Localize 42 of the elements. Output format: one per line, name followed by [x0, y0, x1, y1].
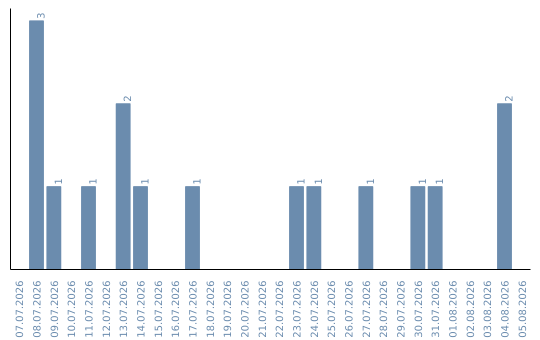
- x-tick-label: 21.07.2026: [258, 280, 269, 338]
- x-tick-label: 13.07.2026: [119, 280, 130, 338]
- data-label: 1: [366, 178, 377, 185]
- data-label: 1: [140, 178, 152, 185]
- data-label: 1: [418, 178, 429, 185]
- data-label: 2: [504, 95, 516, 102]
- x-tick-label: 29.07.2026: [396, 280, 408, 338]
- x-tick-label: 14.07.2026: [136, 280, 148, 338]
- data-label: 1: [88, 178, 100, 185]
- x-tick-label: 22.07.2026: [275, 280, 286, 338]
- x-tick-label: 07.07.2026: [15, 280, 26, 338]
- x-tick-label: 15.07.2026: [154, 280, 165, 338]
- x-tick-label: 02.08.2026: [466, 280, 477, 338]
- x-tick-label: 16.07.2026: [171, 280, 182, 338]
- x-tick-label: 09.07.2026: [50, 280, 61, 338]
- x-tick-label: 12.07.2026: [102, 280, 113, 338]
- x-tick-label: 08.07.2026: [32, 280, 44, 338]
- x-tick-label: 27.07.2026: [362, 280, 373, 338]
- x-tick-label: 03.08.2026: [483, 280, 494, 338]
- data-label: 1: [314, 178, 325, 185]
- x-tick-label: 04.08.2026: [500, 280, 512, 338]
- data-label: 2: [123, 95, 134, 102]
- x-tick-label: 19.07.2026: [223, 280, 234, 338]
- x-tick-label: 20.07.2026: [240, 280, 252, 338]
- x-tick-label: 30.07.2026: [414, 280, 425, 338]
- data-label: 3: [36, 12, 48, 19]
- x-tick-label: 11.07.2026: [84, 280, 96, 338]
- x-tick-label: 31.07.2026: [431, 280, 442, 338]
- data-label: 1: [296, 178, 308, 185]
- x-tick-label: 23.07.2026: [292, 280, 304, 338]
- x-tick-label: 01.08.2026: [448, 280, 460, 338]
- x-tick-label: 28.07.2026: [379, 280, 390, 338]
- data-label: 1: [54, 178, 65, 185]
- data-label: 1: [192, 178, 204, 185]
- data-label: 1: [435, 178, 446, 185]
- x-tick-label: 25.07.2026: [327, 280, 338, 338]
- x-tick-label: 05.08.2026: [518, 280, 529, 338]
- x-tick-label: 18.07.2026: [206, 280, 217, 338]
- x-tick-label: 10.07.2026: [67, 280, 78, 338]
- x-tick-label: 17.07.2026: [188, 280, 200, 338]
- x-tick-label: 26.07.2026: [344, 280, 356, 338]
- x-tick-label: 24.07.2026: [310, 280, 321, 338]
